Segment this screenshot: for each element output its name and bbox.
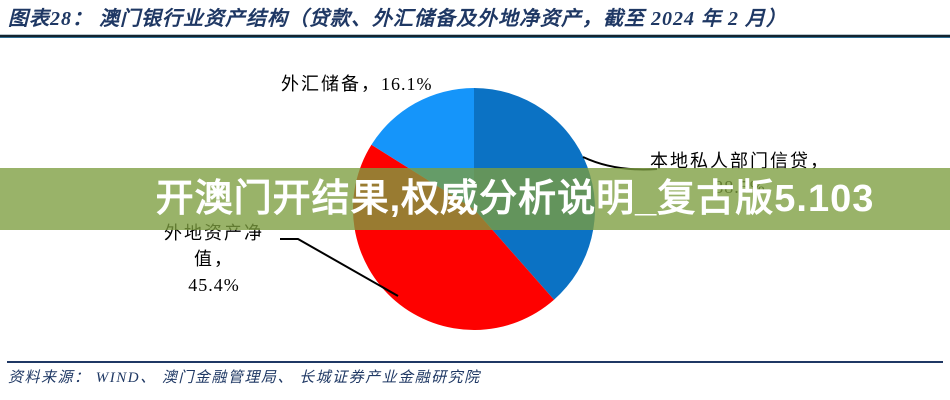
footer-divider <box>7 361 943 363</box>
label-local-credit-name: 本地私人部门信贷， <box>650 151 830 171</box>
label-foreign-assets: 外地资产净值， 45.4% <box>148 220 280 298</box>
figure-title: 图表28： 澳门银行业资产结构（贷款、外汇储备及外地净资产，截至 2024 年 … <box>8 8 787 30</box>
label-fx-reserves-name: 外汇储备， <box>281 74 381 94</box>
label-foreign-assets-value: 45.4% <box>188 275 240 296</box>
label-fx-reserves: 外汇储备，16.1% <box>281 71 433 97</box>
watermark-text: 开澳门开结果,权威分析说明_复古版5.103 <box>155 178 875 220</box>
title-divider <box>0 34 950 38</box>
source-note: 资料来源： WIND、 澳门金融管理局、 长城证券产业金融研究院 <box>8 370 481 386</box>
watermark-banner: 开澳门开结果,权威分析说明_复古版5.103 <box>0 168 950 230</box>
label-fx-reserves-value: 16.1% <box>381 74 433 94</box>
